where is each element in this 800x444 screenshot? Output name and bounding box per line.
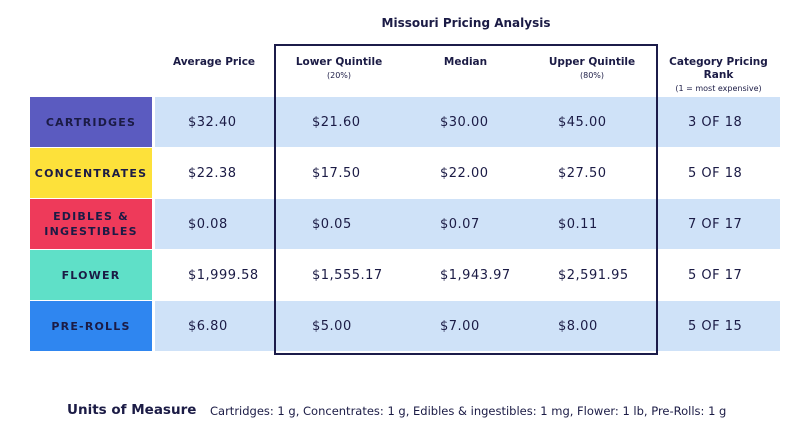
- cell: 3 OF 18: [688, 114, 743, 130]
- row-band: [155, 97, 780, 147]
- column-name: Average Price: [172, 56, 256, 68]
- cell: $21.60: [312, 114, 361, 130]
- cell: 5 OF 18: [688, 165, 743, 181]
- cell: $2,591.95: [558, 267, 629, 283]
- cell: $22.00: [440, 165, 489, 181]
- column-header: Category Pricing Rank (1 = most expensive…: [657, 56, 780, 95]
- column-name: Lower Quintile: [295, 56, 383, 68]
- cell: $0.08: [188, 216, 228, 232]
- row-label: CONCENTRATES: [30, 148, 152, 198]
- footer-label: Units of Measure: [67, 402, 197, 418]
- row-band: [155, 199, 780, 249]
- cell: $7.00: [440, 318, 480, 334]
- row-label: CARTRIDGES: [30, 97, 152, 147]
- column-header: Median: [403, 56, 528, 69]
- column-header: Average Price: [155, 56, 273, 69]
- cell: $6.80: [188, 318, 228, 334]
- title: Missouri Pricing Analysis: [381, 16, 551, 30]
- cell: $17.50: [312, 165, 361, 181]
- cell: $0.05: [312, 216, 352, 232]
- cell: $0.11: [558, 216, 598, 232]
- footer-text: Cartridges: 1 g, Concentrates: 1 g, Edib…: [210, 404, 727, 418]
- cell: $32.40: [188, 114, 237, 130]
- cell: $27.50: [558, 165, 607, 181]
- column-sub: (80%): [579, 71, 605, 80]
- column-sub: (20%): [326, 71, 352, 80]
- cell: $8.00: [558, 318, 598, 334]
- cell: $30.00: [440, 114, 489, 130]
- cell: $1,555.17: [312, 267, 383, 283]
- cell: 7 OF 17: [688, 216, 743, 232]
- cell: $22.38: [188, 165, 237, 181]
- row-label: FLOWER: [30, 250, 152, 300]
- column-name: Median: [443, 56, 488, 68]
- cell: $1,943.97: [440, 267, 511, 283]
- row-label: EDIBLES & INGESTIBLES: [30, 199, 152, 249]
- column-header: Upper Quintile (80%): [528, 56, 656, 82]
- cell: $5.00: [312, 318, 352, 334]
- column-header: Lower Quintile (20%): [275, 56, 403, 82]
- column-name: Upper Quintile: [548, 56, 636, 68]
- row-label: PRE-ROLLS: [30, 301, 152, 351]
- cell: $45.00: [558, 114, 607, 130]
- cell: $1,999.58: [188, 267, 259, 283]
- row-band: [155, 301, 780, 351]
- quintile-box: [274, 44, 658, 355]
- cell: 5 OF 15: [688, 318, 743, 334]
- column-sub: (1 = most expensive): [675, 84, 762, 93]
- cell: 5 OF 17: [688, 267, 743, 283]
- column-name: Category Pricing Rank: [669, 56, 768, 81]
- cell: $0.07: [440, 216, 480, 232]
